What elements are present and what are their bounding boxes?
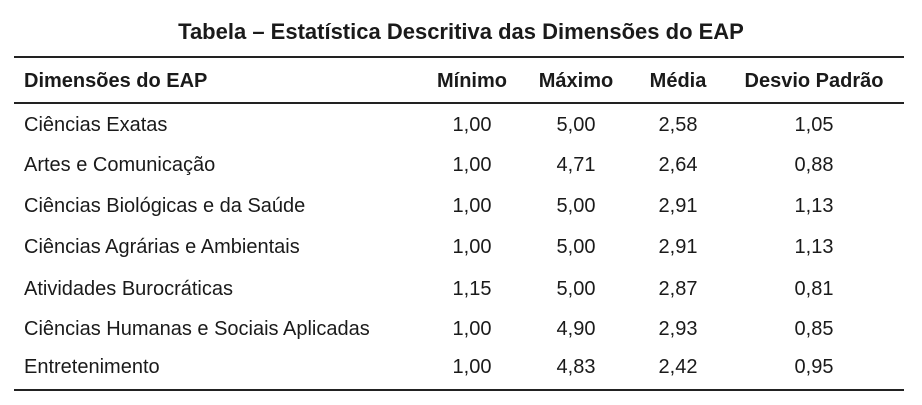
dimension-cell: Ciências Biológicas e da Saúde <box>24 195 306 217</box>
header-dimension: Dimensões do EAP <box>24 70 208 92</box>
std-dev-cell: 0,85 <box>794 318 834 340</box>
maximum-cell: 5,00 <box>556 236 596 258</box>
minimum-cell: 1,00 <box>452 318 492 340</box>
std-dev-cell: 0,88 <box>794 154 834 176</box>
maximum-cell: 4,90 <box>556 318 596 340</box>
header-maximum: Máximo <box>538 70 614 92</box>
mean-cell: 2,64 <box>658 154 698 176</box>
std-dev-cell: 1,13 <box>794 236 834 258</box>
dimension-cell: Artes e Comunicação <box>24 154 216 176</box>
dimension-cell: Atividades Burocráticas <box>24 278 233 300</box>
table-header-rule <box>14 102 904 104</box>
std-dev-cell: 1,13 <box>794 195 834 217</box>
minimum-cell: 1,15 <box>452 278 492 300</box>
maximum-cell: 5,00 <box>556 114 596 136</box>
minimum-cell: 1,00 <box>452 114 492 136</box>
dimension-cell: Ciências Agrárias e Ambientais <box>24 236 300 258</box>
table-bottom-rule <box>14 389 904 391</box>
maximum-cell: 4,83 <box>556 356 596 378</box>
maximum-cell: 5,00 <box>556 278 596 300</box>
minimum-cell: 1,00 <box>452 356 492 378</box>
mean-cell: 2,58 <box>658 114 698 136</box>
dimension-cell: Ciências Humanas e Sociais Aplicadas <box>24 318 370 340</box>
table-title: Tabela – Estatística Descritiva das Dime… <box>178 19 744 44</box>
std-dev-cell: 1,05 <box>794 114 834 136</box>
mean-cell: 2,87 <box>658 278 698 300</box>
table-top-rule <box>14 56 904 58</box>
maximum-cell: 4,71 <box>556 154 596 176</box>
mean-cell: 2,91 <box>658 195 698 217</box>
dimension-cell: Ciências Exatas <box>24 114 168 136</box>
mean-cell: 2,93 <box>658 318 698 340</box>
mean-cell: 2,91 <box>658 236 698 258</box>
header-minimum: Mínimo <box>437 70 507 92</box>
dimension-cell: Entretenimento <box>24 356 160 378</box>
header-std-dev: Desvio Padrão <box>744 70 884 92</box>
minimum-cell: 1,00 <box>452 195 492 217</box>
minimum-cell: 1,00 <box>452 236 492 258</box>
minimum-cell: 1,00 <box>452 154 492 176</box>
maximum-cell: 5,00 <box>556 195 596 217</box>
header-mean: Média <box>649 70 707 92</box>
std-dev-cell: 0,95 <box>794 356 834 378</box>
mean-cell: 2,42 <box>658 356 698 378</box>
std-dev-cell: 0,81 <box>794 278 834 300</box>
